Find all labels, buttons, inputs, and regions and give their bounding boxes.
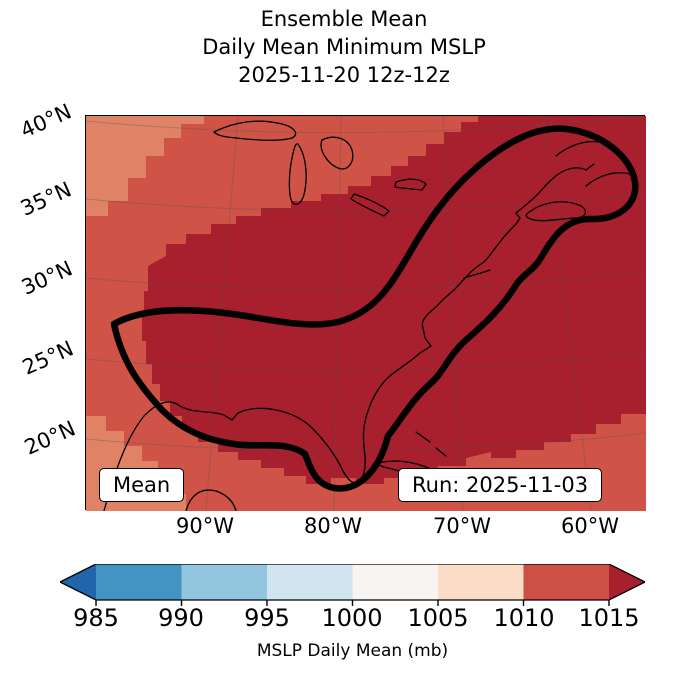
thick-contour-path <box>110 125 639 492</box>
map-high-region <box>142 116 646 484</box>
lat-tick-40n: 40°N <box>16 99 76 143</box>
cb-tick-995: 995 <box>244 604 290 632</box>
lat-tick-20n: 20°N <box>20 416 80 460</box>
title-date: 2025-11-20 12z-12z <box>238 63 450 87</box>
colorbar-extend-left <box>60 564 96 600</box>
colorbar-seg-985-990 <box>96 564 182 600</box>
colorbar <box>58 563 647 607</box>
lat-tick-35n: 35°N <box>16 177 76 221</box>
colorbar-extend-right <box>609 564 645 600</box>
colorbar-svg <box>58 563 647 606</box>
colorbar-tick-marks <box>95 600 610 606</box>
cb-tick-1015: 1015 <box>578 604 640 632</box>
colorbar-seg-1010-1015 <box>523 564 609 600</box>
cb-tick-990: 990 <box>158 604 204 632</box>
title-subtitle: Daily Mean Minimum MSLP <box>202 35 486 59</box>
colorbar-seg-995-1000 <box>267 564 353 600</box>
mean-annotation-box: Mean <box>99 468 185 502</box>
colorbar-axis-label: MSLP Daily Mean (mb) <box>256 641 449 661</box>
cb-tick-1005: 1005 <box>407 604 469 632</box>
map-svg <box>86 116 646 511</box>
map-canvas <box>85 115 646 511</box>
lon-tick-90w: 90°W <box>176 514 234 538</box>
colorbar-seg-1000-1005 <box>352 564 438 600</box>
lon-tick-60w: 60°W <box>561 514 619 538</box>
page-title: Ensemble Mean <box>260 7 428 31</box>
lat-tick-25n: 25°N <box>18 336 78 380</box>
colorbar-seg-990-995 <box>181 564 267 600</box>
map-light-region-topleft <box>86 116 204 216</box>
lon-tick-80w: 80°W <box>304 514 362 538</box>
cb-tick-985: 985 <box>73 604 119 632</box>
cb-tick-1010: 1010 <box>493 604 555 632</box>
lat-tick-30n: 30°N <box>17 256 77 300</box>
cb-tick-1000: 1000 <box>321 604 383 632</box>
colorbar-seg-1005-1010 <box>438 564 524 600</box>
run-annotation-box: Run: 2025-11-03 <box>398 468 603 502</box>
lon-tick-70w: 70°W <box>433 514 491 538</box>
